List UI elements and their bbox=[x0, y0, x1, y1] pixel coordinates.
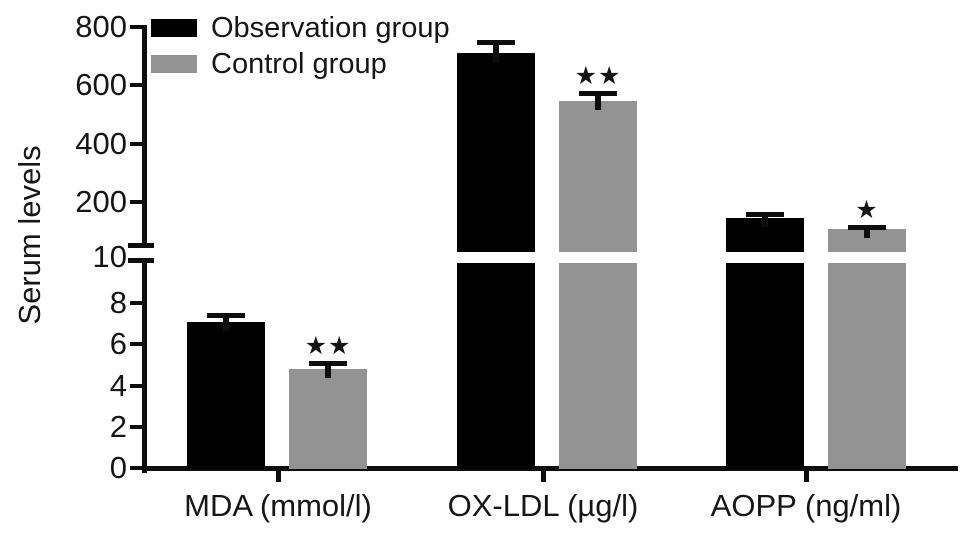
bar-upper-part bbox=[828, 228, 906, 252]
control-group-swatch-icon bbox=[151, 55, 197, 73]
error-bar-cap bbox=[207, 312, 245, 318]
bar-lower-part bbox=[828, 263, 906, 469]
error-bar-cap bbox=[579, 90, 617, 96]
y-axis-line-upper bbox=[142, 25, 147, 247]
legend-label-observation-group: Observation group bbox=[211, 12, 450, 44]
legend-item-control-group: Control group bbox=[151, 49, 450, 79]
x-tick bbox=[276, 471, 281, 482]
bar bbox=[289, 369, 367, 469]
y-tick-label: 4 bbox=[109, 367, 127, 403]
error-bar-cap bbox=[309, 360, 347, 366]
y-tick bbox=[130, 301, 142, 306]
x-category-label: AOPP (ng/ml) bbox=[710, 488, 902, 523]
y-tick bbox=[130, 342, 142, 347]
error-bar-stem bbox=[223, 316, 229, 331]
bar-lower-part bbox=[457, 263, 535, 469]
y-tick bbox=[130, 141, 142, 146]
y-tick-label: 800 bbox=[75, 9, 127, 45]
y-tick bbox=[130, 466, 142, 470]
observation-group-swatch-icon bbox=[151, 19, 197, 37]
error-bar-stem bbox=[762, 215, 768, 228]
x-category-label: MDA (mmol/l) bbox=[184, 488, 372, 523]
error-bar-stem bbox=[595, 94, 601, 111]
bar bbox=[187, 321, 265, 469]
error-bar-stem bbox=[325, 364, 331, 379]
y-tick-label: 10 bbox=[92, 239, 127, 274]
significance-marker: ★ bbox=[855, 195, 879, 225]
bar-lower-part bbox=[726, 263, 804, 469]
significance-marker: ★★ bbox=[304, 330, 352, 360]
y-tick-label: 8 bbox=[109, 285, 127, 321]
significance-marker: ★★ bbox=[574, 60, 622, 90]
y-tick-label: 400 bbox=[75, 125, 127, 161]
y-tick-label: 600 bbox=[75, 67, 127, 103]
y-tick bbox=[130, 424, 142, 429]
y-tick bbox=[130, 25, 142, 30]
y-tick-label: 6 bbox=[109, 326, 127, 362]
error-bar-stem bbox=[864, 229, 870, 238]
x-axis-line bbox=[142, 466, 958, 471]
y-tick-label: 200 bbox=[75, 184, 127, 219]
error-bar-stem bbox=[493, 44, 499, 63]
axis-break-mark bbox=[128, 258, 154, 263]
y-tick bbox=[130, 200, 142, 204]
legend-item-observation-group: Observation group bbox=[151, 13, 450, 43]
x-tick bbox=[541, 471, 546, 482]
x-category-label: OX-LDL (µg/l) bbox=[447, 488, 639, 523]
y-tick-label: 2 bbox=[109, 408, 127, 444]
y-axis-line-lower bbox=[142, 259, 147, 473]
legend-label-control-group: Control group bbox=[211, 48, 387, 80]
bar-upper-part bbox=[559, 101, 637, 252]
bar-upper-part bbox=[457, 53, 535, 252]
error-bar-cap bbox=[746, 211, 784, 217]
error-bar-cap bbox=[848, 225, 886, 231]
bar-lower-part bbox=[559, 263, 637, 469]
y-tick-label: 0 bbox=[109, 450, 127, 485]
error-bar-cap bbox=[477, 40, 515, 46]
y-tick bbox=[130, 383, 142, 388]
legend: Observation group Control group bbox=[151, 13, 450, 79]
axis-break-mark bbox=[128, 243, 154, 248]
y-tick bbox=[130, 83, 142, 88]
x-tick bbox=[804, 471, 809, 482]
